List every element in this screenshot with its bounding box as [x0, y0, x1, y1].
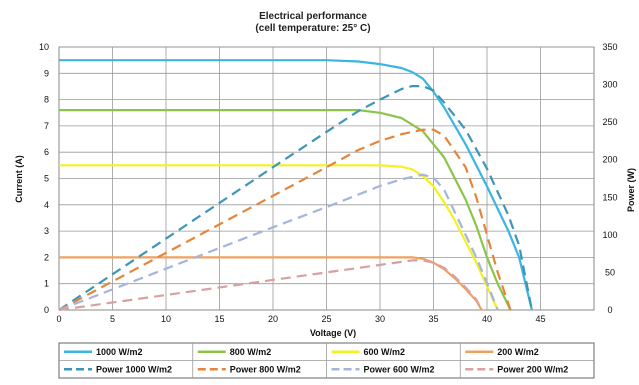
x-tick-label: 5 — [110, 314, 115, 324]
legend-label: 200 W/m2 — [497, 347, 539, 357]
y-left-tick-label: 5 — [44, 174, 49, 184]
x-tick-label: 40 — [482, 314, 492, 324]
series-line-600-w-m2 — [59, 164, 499, 311]
legend-label: Power 1000 W/m2 — [96, 364, 172, 374]
y-left-tick-label: 10 — [39, 42, 49, 52]
y-right-tick-label: 0 — [607, 305, 612, 315]
series-layer — [58, 59, 533, 312]
x-tick-label: 25 — [321, 314, 331, 324]
legend-label: 1000 W/m2 — [96, 347, 143, 357]
series-line-800-w-m2 — [59, 108, 512, 311]
legend-label: Power 200 W/m2 — [497, 364, 568, 374]
y-right-tick-label: 50 — [605, 267, 615, 277]
series-line-power-200-w-m2 — [58, 259, 483, 312]
y-right-axis-label: Power (W) — [626, 168, 636, 212]
x-tick-label: 35 — [428, 314, 438, 324]
y-left-tick-label: 1 — [44, 279, 49, 289]
y-right-tick-label: 350 — [602, 42, 617, 52]
chart-title: Electrical performance — [259, 11, 367, 22]
series-line-power-600-w-m2 — [58, 173, 499, 312]
series-line-1000-w-m2 — [59, 59, 533, 311]
y-right-tick-label: 200 — [602, 155, 617, 165]
grid — [59, 46, 594, 310]
series-line-power-1000-w-m2 — [58, 84, 533, 311]
x-tick-label: 0 — [56, 314, 61, 324]
x-tick-label: 10 — [161, 314, 171, 324]
series-line-power-800-w-m2 — [58, 128, 512, 311]
y-left-tick-label: 8 — [44, 95, 49, 105]
y-left-tick-label: 0 — [44, 305, 49, 315]
y-left-tick-label: 3 — [44, 226, 49, 236]
x-tick-label: 15 — [214, 314, 224, 324]
legend-label: Power 600 W/m2 — [364, 364, 435, 374]
legend-label: 800 W/m2 — [230, 347, 272, 357]
y-right-tick-label: 100 — [602, 230, 617, 240]
x-tick-label: 45 — [535, 314, 545, 324]
ticks: 0 5 10 15 20 25 30 35 40 450123456789100501001502… — [39, 42, 618, 324]
y-right-tick-label: 300 — [602, 80, 617, 90]
y-left-tick-label: 9 — [44, 68, 49, 78]
x-axis-label: Voltage (V) — [310, 328, 356, 338]
chart-subtitle: (cell temperature: 25° C) — [255, 23, 370, 34]
y-right-tick-label: 150 — [602, 192, 617, 202]
legend-label: 600 W/m2 — [364, 347, 406, 357]
y-left-tick-label: 4 — [44, 200, 49, 210]
y-left-axis-label: Current (A) — [14, 155, 24, 203]
legend-label: Power 800 W/m2 — [230, 364, 301, 374]
y-left-tick-label: 7 — [44, 121, 49, 131]
x-tick-label: 30 — [375, 314, 385, 324]
y-left-tick-label: 6 — [44, 147, 49, 157]
x-tick-label: 20 — [268, 314, 278, 324]
y-right-tick-label: 250 — [602, 117, 617, 127]
y-left-tick-label: 2 — [44, 252, 49, 262]
legend: 1000 W/m2 800 W/m2 600 W/m2 200 W/m2 Power 1… — [58, 342, 595, 379]
